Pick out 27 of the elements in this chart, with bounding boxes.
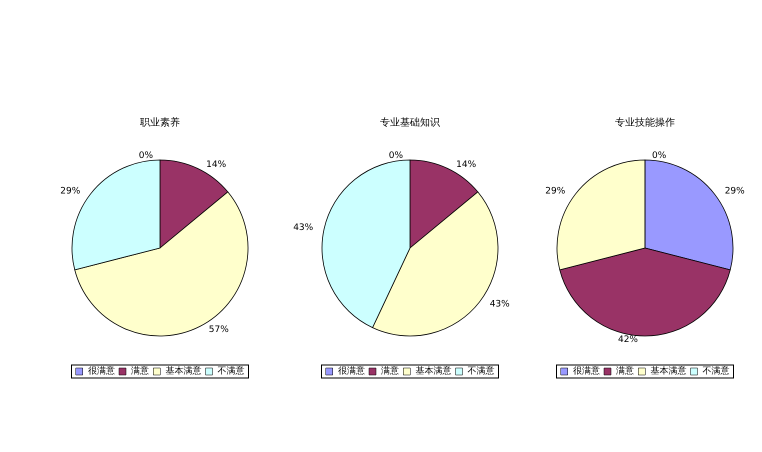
data-label: 14% bbox=[456, 160, 477, 170]
legend-label: 满意 bbox=[131, 366, 149, 376]
legend-label: 很满意 bbox=[88, 366, 115, 376]
text: 0% bbox=[652, 151, 666, 161]
legend-label: 很满意 bbox=[338, 366, 365, 376]
legend-label: 满意 bbox=[381, 366, 399, 376]
text: 0% bbox=[138, 151, 153, 161]
data-label: 14% bbox=[206, 160, 227, 170]
legend-label: 满意 bbox=[616, 366, 634, 376]
chart-title: 职业素养 bbox=[140, 116, 180, 128]
text: 0% bbox=[388, 151, 403, 161]
data-label: 43% bbox=[490, 299, 510, 310]
data-label: 29% bbox=[60, 186, 81, 197]
legend-label: 不满意 bbox=[468, 366, 494, 376]
chart-title: 专业技能操作 bbox=[615, 116, 675, 128]
data-label: 29% bbox=[724, 186, 746, 197]
legend-label: 很满意 bbox=[572, 366, 600, 376]
data-label: 43% bbox=[293, 222, 314, 233]
legend-label: 不满意 bbox=[218, 366, 244, 376]
legend-label: 不满意 bbox=[702, 366, 730, 376]
data-label: 57% bbox=[208, 324, 230, 335]
legend-label: 基本满意 bbox=[165, 366, 202, 376]
chart-title: 专业基础知识 bbox=[380, 116, 440, 128]
legend-label: 基本满意 bbox=[415, 366, 452, 376]
data-label: 42% bbox=[618, 335, 638, 345]
legend-label: 基本满意 bbox=[650, 366, 686, 376]
data-label: 29% bbox=[545, 186, 566, 197]
